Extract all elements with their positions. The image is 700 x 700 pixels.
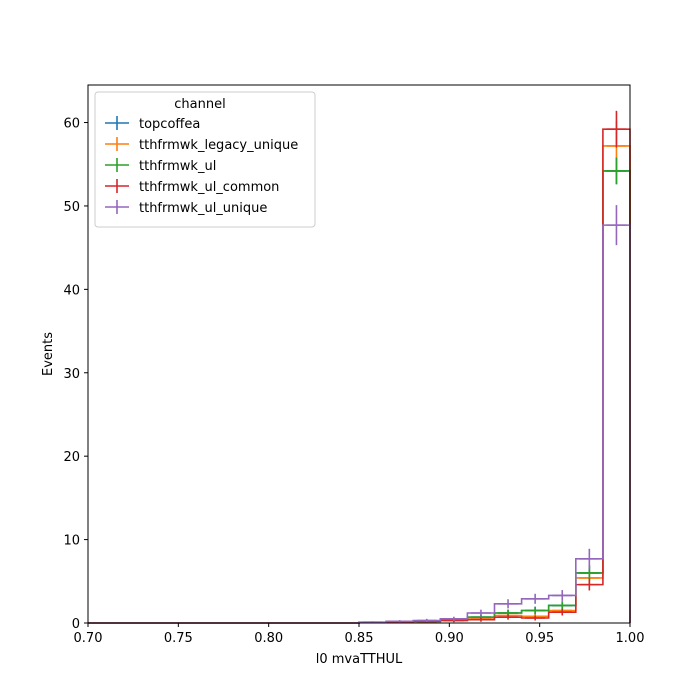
y-tick-label: 40 [63,283,80,298]
legend: channel topcoffea tthfrmwk_legacy_uniquett… [94,91,316,228]
y-tick-label: 60 [63,117,80,132]
legend-entry-tthfrmwk_ul: tthfrmwk_ul [105,158,216,174]
legend-box [94,91,316,228]
legend-label: topcoffea [139,117,200,132]
legend-label: tthfrmwk_legacy_unique [139,138,298,153]
x-tick-label: 0.80 [254,631,283,646]
x-tick-label: 0.95 [525,631,554,646]
y-tick-label: 20 [63,450,80,465]
x-tick-label: 1.00 [616,631,645,646]
x-tick-label: 0.75 [164,631,193,646]
y-axis-label: Events [41,332,56,376]
legend-label: tthfrmwk_ul_unique [139,201,267,216]
legend-entry-tthfrmwk_ul_common: tthfrmwk_ul_common [105,179,279,195]
legend-title: channel [174,97,225,112]
x-axis-label: l0 mvaTTHUL [316,652,403,667]
x-tick-label: 0.70 [74,631,103,646]
x-tick-label: 0.90 [435,631,464,646]
legend-entry-tthfrmwk_legacy_unique: tthfrmwk_legacy_unique [105,137,298,153]
legend-label: tthfrmwk_ul [139,159,216,174]
legend-entry-tthfrmwk_ul_unique: tthfrmwk_ul_unique [105,200,267,216]
y-tick-label: 30 [63,367,80,382]
y-tick-label: 10 [63,534,80,549]
y-tick-label: 50 [63,200,80,215]
x-tick-label: 0.85 [345,631,374,646]
y-tick-label: 0 [72,617,80,632]
legend-label: tthfrmwk_ul_common [139,180,279,195]
legend-entry-topcoffea: topcoffea [105,116,200,132]
axes-layer: 0.70 0.75 0.80 0.85 0.90 0.95 1.00 0 10 20 30 40 50 6… [63,84,645,646]
